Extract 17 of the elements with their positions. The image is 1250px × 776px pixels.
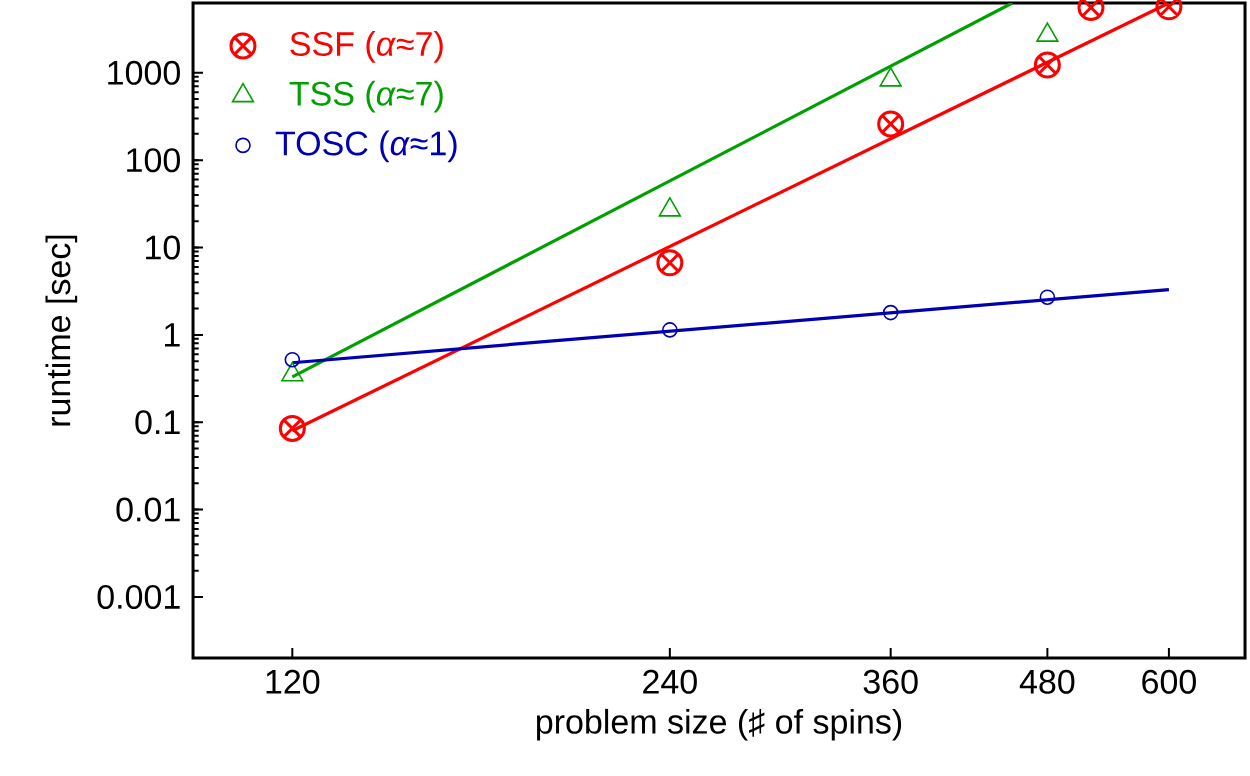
y-tick-label: 0.001 bbox=[97, 584, 180, 609]
x-tick-label: 240 bbox=[643, 669, 697, 694]
x-tick-label: 120 bbox=[266, 669, 320, 694]
y-tick-label: 1000 bbox=[108, 60, 180, 85]
y-tick-label: 0.01 bbox=[116, 497, 180, 522]
y-tick-label: 0.1 bbox=[135, 410, 180, 435]
x-tick-label: 480 bbox=[1019, 669, 1075, 694]
y-tick-label: 100 bbox=[127, 148, 180, 173]
y-axis-title: runtime [sec] bbox=[45, 235, 78, 426]
legend-label: TSS (α≈7) bbox=[289, 80, 443, 113]
x-axis-title: problem size (♯ of spins) bbox=[536, 708, 902, 741]
legend-label: TOSC (α≈1) bbox=[275, 130, 457, 163]
y-tick-label: 10 bbox=[146, 235, 180, 260]
legend-label: SSF (α≈7) bbox=[290, 31, 443, 63]
y-tick-label: 1 bbox=[165, 323, 180, 347]
x-tick-label: 600 bbox=[1142, 669, 1196, 694]
x-tick-label: 360 bbox=[863, 669, 918, 694]
